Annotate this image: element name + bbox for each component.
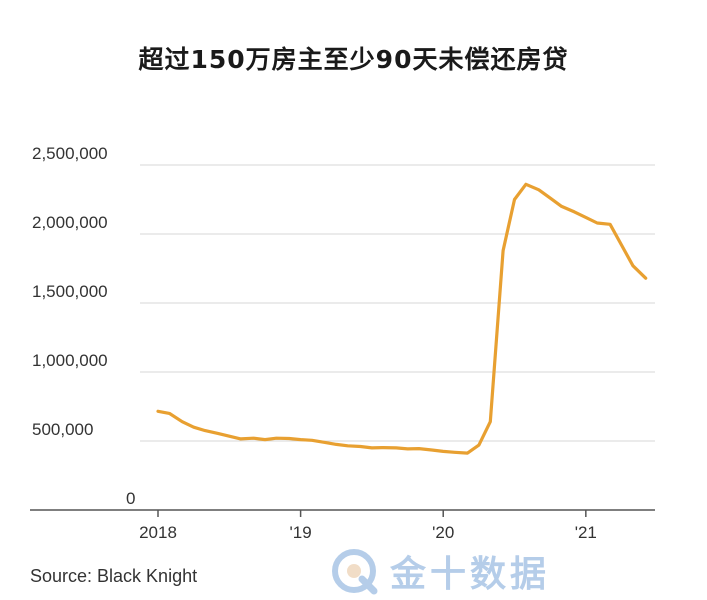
- x-tick-label: '19: [290, 523, 312, 542]
- source-label: Source: Black Knight: [30, 566, 198, 586]
- watermark-text: 金十数据: [390, 554, 551, 595]
- series-layer: [156, 182, 648, 455]
- gridlines: [140, 164, 655, 442]
- x-tick-label: '20: [432, 523, 454, 542]
- x-tick-label: 2018: [139, 523, 177, 542]
- y-tick-label: 500,000: [32, 420, 93, 439]
- y-tick-label: 0: [126, 489, 135, 508]
- x-tick-label: '21: [575, 523, 597, 542]
- chart-title: 超过150万房主至少90天未偿还房贷: [138, 45, 569, 74]
- watermark: 金十数据: [328, 545, 550, 597]
- axes: [30, 509, 655, 517]
- y-tick-label: 1,000,000: [32, 351, 108, 370]
- y-tick-labels: 0 500,000 1,000,000 1,500,000 2,000,000 2,500…: [32, 144, 135, 508]
- y-tick-label: 1,500,000: [32, 282, 108, 301]
- y-tick-label: 2,000,000: [32, 213, 108, 232]
- series-line: [156, 182, 648, 455]
- watermark-logo-icon: [332, 549, 378, 595]
- x-tick-labels: 2018 '19 '20 '21: [139, 523, 597, 542]
- y-tick-label: 2,500,000: [32, 144, 108, 163]
